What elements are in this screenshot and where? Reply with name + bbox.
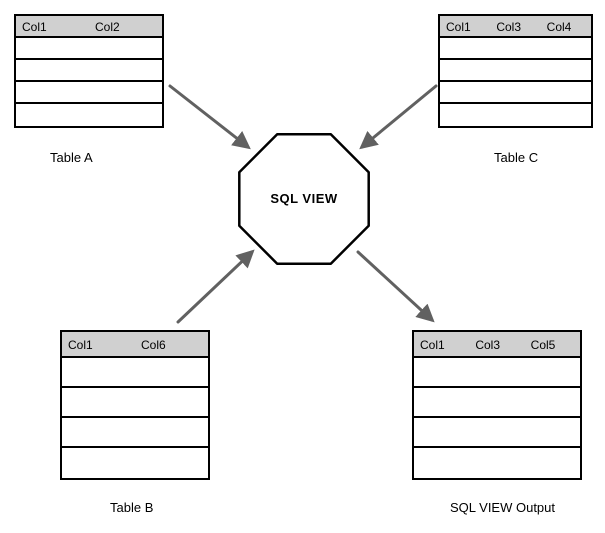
sql-view-output-table: Col1Col3Col5 — [412, 330, 582, 480]
table-header: Col1Col3Col4 — [440, 16, 591, 38]
column-header: Col3 — [469, 332, 524, 356]
table-row — [16, 82, 162, 104]
column-header: Col1 — [62, 332, 135, 356]
table-b-caption: Table B — [110, 500, 153, 515]
column-header: Col1 — [440, 16, 490, 36]
column-header: Col6 — [135, 332, 208, 356]
diagram-canvas: Col1Col2 Table A Col1Col3Col4 Table C Co… — [0, 0, 605, 533]
table-c: Col1Col3Col4 — [438, 14, 593, 128]
table-row — [62, 448, 208, 478]
sql-view-output-caption: SQL VIEW Output — [450, 500, 555, 515]
table-a: Col1Col2 — [14, 14, 164, 128]
table-row — [16, 38, 162, 60]
sql-view-label: SQL VIEW — [259, 191, 349, 206]
table-a-caption: Table A — [50, 150, 93, 165]
table-row — [440, 82, 591, 104]
table-row — [414, 448, 580, 478]
table-row — [440, 60, 591, 82]
column-header: Col2 — [89, 16, 162, 36]
table-row — [16, 60, 162, 82]
column-header: Col4 — [541, 16, 591, 36]
table-c-caption: Table C — [494, 150, 538, 165]
column-header: Col5 — [525, 332, 580, 356]
table-row — [16, 104, 162, 126]
table-row — [62, 388, 208, 418]
table-row — [62, 358, 208, 388]
table-row — [62, 418, 208, 448]
table-row — [414, 358, 580, 388]
table-row — [414, 388, 580, 418]
table-row — [414, 418, 580, 448]
table-header: Col1Col6 — [62, 332, 208, 358]
table-b: Col1Col6 — [60, 330, 210, 480]
table-row — [440, 38, 591, 60]
table-header: Col1Col3Col5 — [414, 332, 580, 358]
table-header: Col1Col2 — [16, 16, 162, 38]
column-header: Col3 — [490, 16, 540, 36]
column-header: Col1 — [16, 16, 89, 36]
column-header: Col1 — [414, 332, 469, 356]
table-row — [440, 104, 591, 126]
